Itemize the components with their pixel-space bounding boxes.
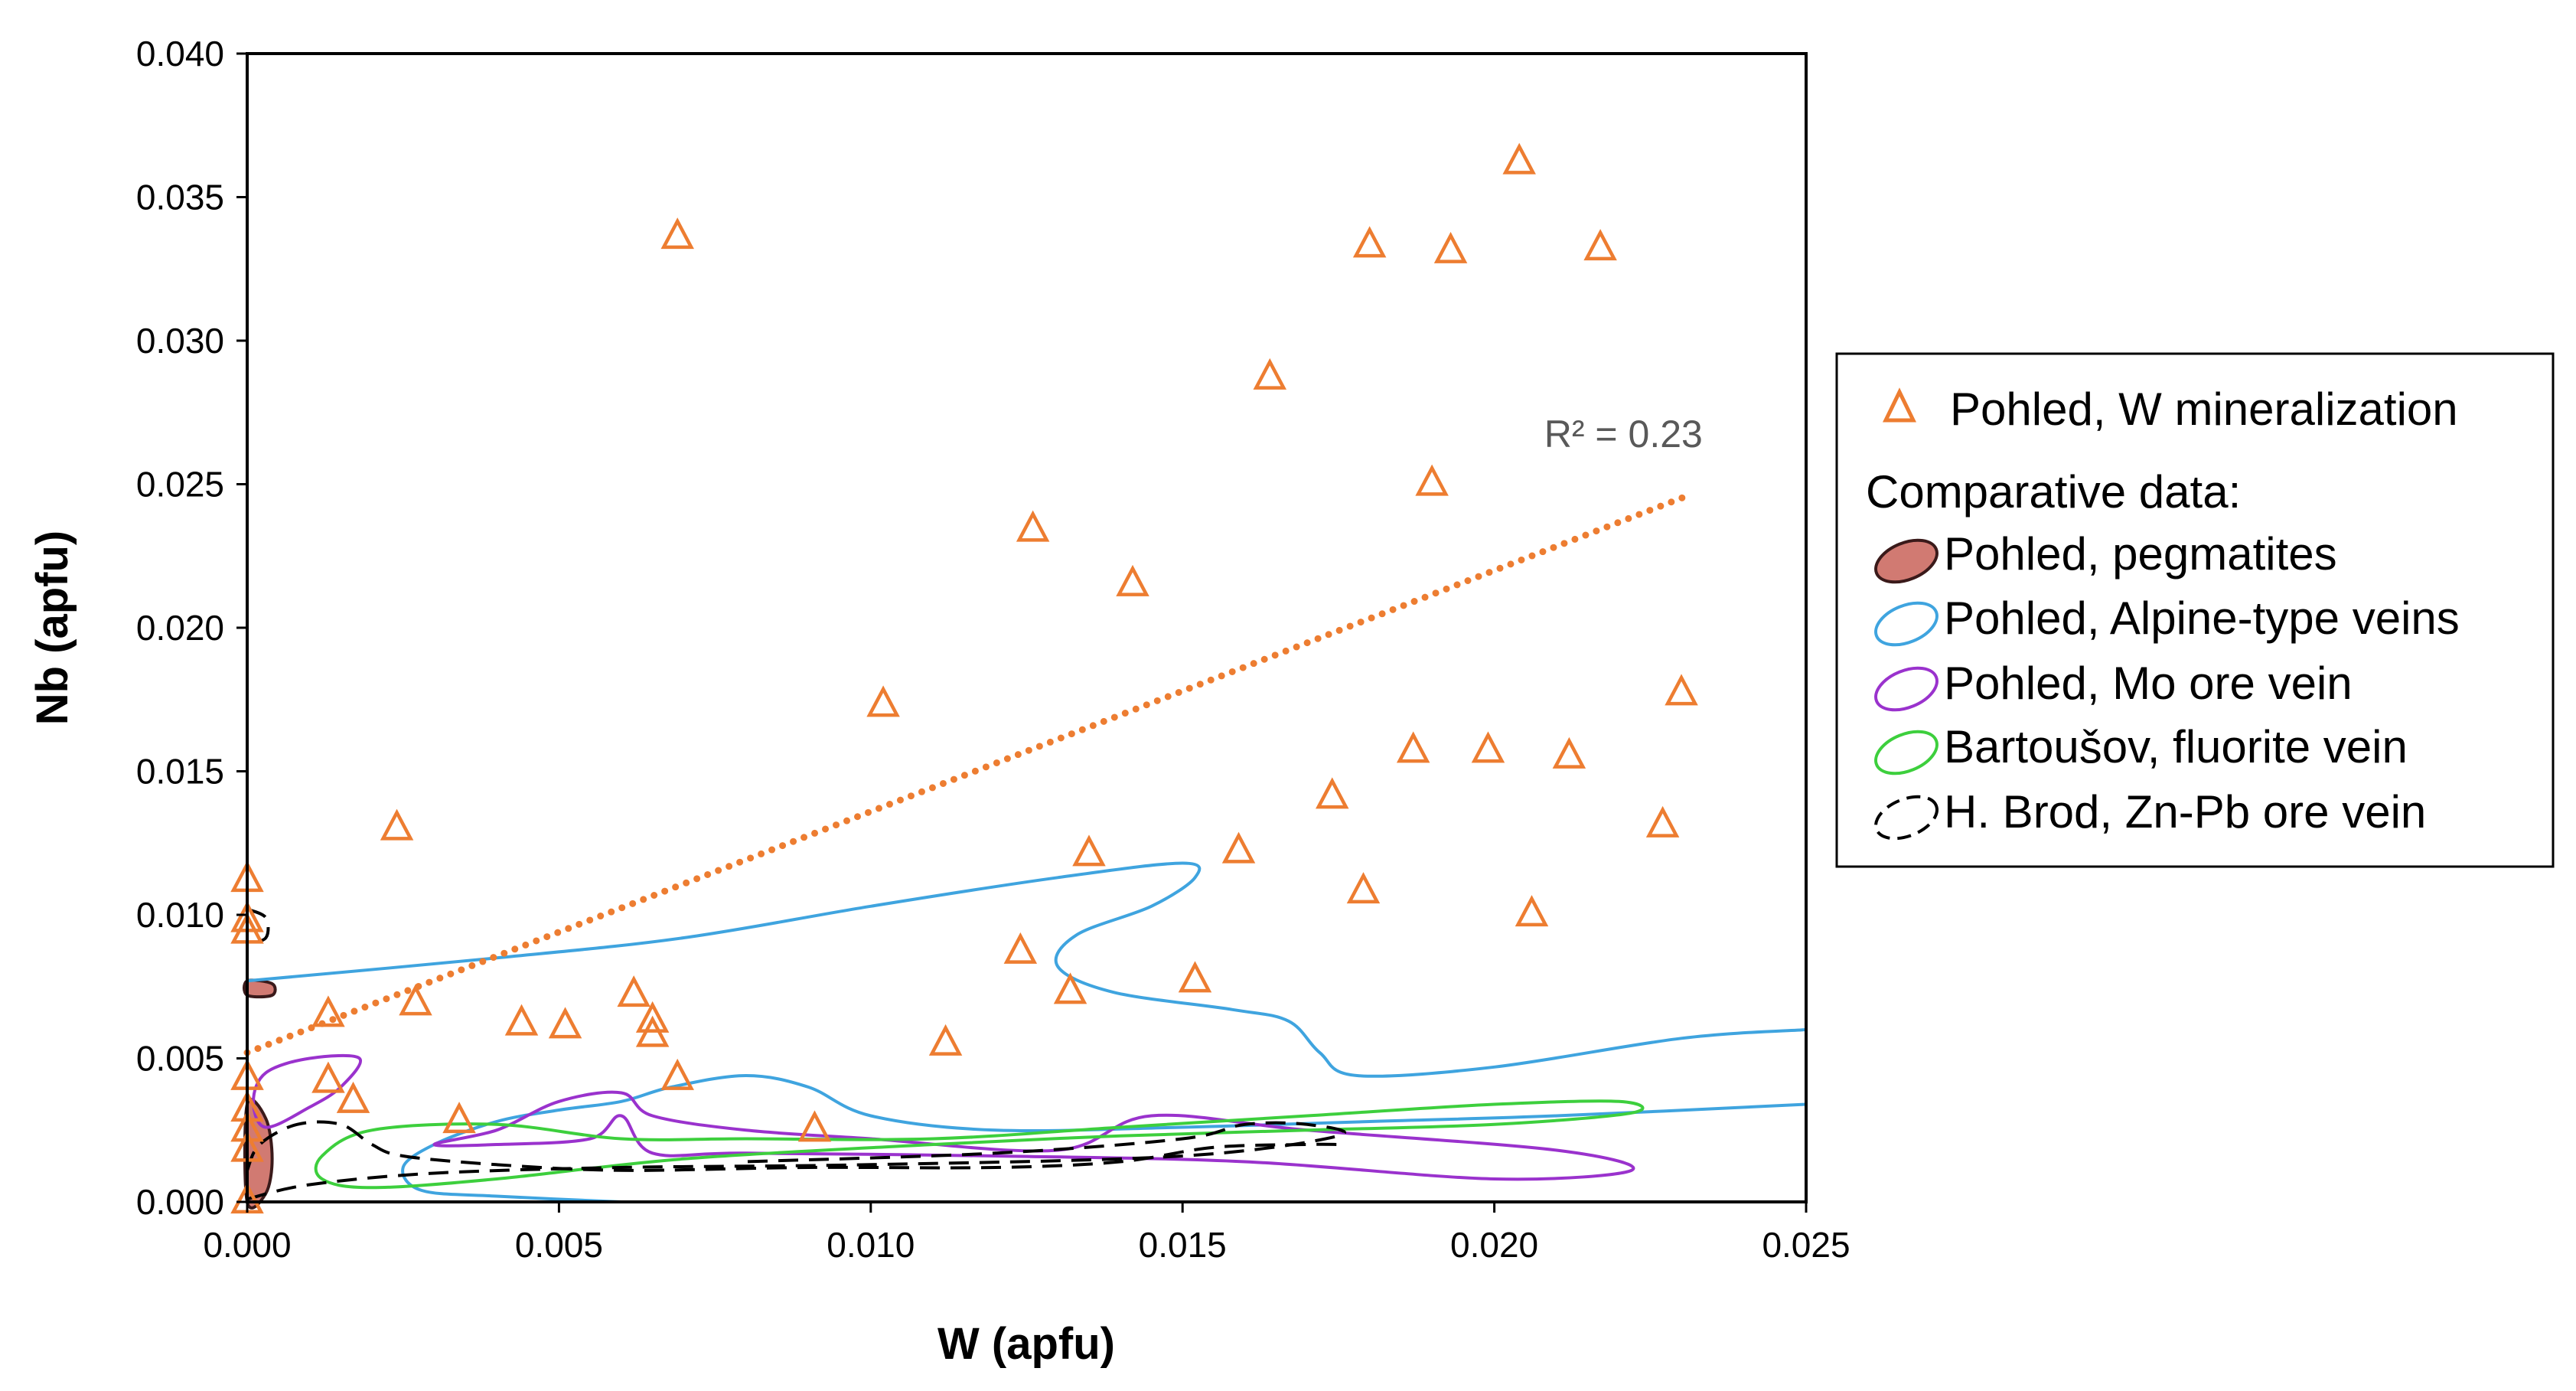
data-point-triangle: [1221, 831, 1256, 864]
legend-entry-zn-pb-vein: H. Brod, Zn-Pb ore vein: [1944, 786, 2426, 838]
x-tick-label: 0.015: [1139, 1225, 1227, 1265]
legend-entry-w-mineralization: Pohled, W mineralization: [1950, 384, 2458, 435]
legend-green-ellipse-icon: [1874, 730, 1939, 775]
data-point-triangle: [1583, 229, 1617, 261]
data-point-triangle: [617, 975, 651, 1007]
x-axis-title: W (apfu): [937, 1319, 1115, 1369]
data-point-triangle: [797, 1110, 832, 1142]
data-point-triangle: [866, 685, 900, 717]
y-tick-label: 0.025: [136, 465, 224, 504]
data-point-triangle: [548, 1007, 582, 1039]
y-tick-label: 0.010: [136, 895, 224, 935]
data-point-triangle: [928, 1024, 963, 1056]
legend-entry-fluorite-vein: Bartoušov, fluorite vein: [1944, 721, 2408, 772]
trendline: [243, 492, 1691, 1056]
field-h-brod-zn-pb-ore-vein: [246, 1121, 1347, 1201]
legend-dashed-ellipse-icon: [1874, 795, 1939, 841]
data-point-triangle: [635, 1001, 670, 1033]
data-point-triangle: [336, 1081, 370, 1113]
data-point-triangle: [1352, 226, 1387, 258]
data-point-triangle: [311, 995, 345, 1027]
data-point-triangle: [1253, 358, 1287, 390]
data-point-triangle: [1178, 961, 1212, 993]
legend-filled-ellipse-icon: [1874, 538, 1939, 584]
y-axis-title: Nb (apfu): [28, 531, 77, 726]
data-point-triangle: [1433, 231, 1468, 263]
data-point-triangle: [1072, 834, 1106, 867]
legend-entry-pegmatites: Pohled, pegmatites: [1944, 528, 2337, 580]
data-point-triangle: [1003, 932, 1038, 964]
data-point-triangle: [1346, 872, 1381, 904]
data-point-triangle: [1396, 731, 1430, 763]
legend-entry-mo-ore-vein: Pohled, Mo ore vein: [1944, 658, 2353, 709]
y-tick-label: 0.015: [136, 752, 224, 792]
data-point-triangle: [311, 1061, 345, 1093]
data-point-triangle: [1665, 674, 1698, 706]
legend-purple-ellipse-icon: [1874, 666, 1939, 712]
y-tick-label: 0.005: [136, 1039, 224, 1079]
field-pohled-alpine-type-veins: [401, 1073, 1807, 1203]
x-tick-label: 0.010: [827, 1225, 915, 1265]
data-point-triangle: [1116, 564, 1149, 596]
field-h-brod-zn-pb-ore-vein: [246, 1120, 1339, 1172]
y-tick-label: 0.000: [136, 1182, 224, 1222]
y-tick-label: 0.040: [136, 34, 224, 73]
y-tick-label: 0.020: [136, 608, 224, 648]
data-point-triangle: [1552, 736, 1586, 769]
trendline-group: [243, 492, 1691, 1056]
legend-entry-alpine-veins: Pohled, Alpine-type veins: [1944, 593, 2460, 644]
data-point-triangle: [1515, 895, 1549, 927]
x-tick-label: 0.025: [1762, 1225, 1850, 1265]
y-axis-ticks: 0.000 0.005 0.010 0.015 0.020 0.025 0.030 0.035…: [136, 34, 247, 1222]
r-squared-label: R² = 0.23: [1544, 413, 1703, 456]
data-point-triangle: [1645, 805, 1680, 838]
legend: Pohled, W mineralization Comparative dat…: [1835, 352, 2555, 868]
data-point-triangle: [1016, 510, 1050, 542]
data-point-triangle: [380, 808, 414, 841]
data-point-triangle: [1502, 142, 1536, 175]
field-bartou-ov-fluorite-vein: [314, 1099, 1645, 1190]
field-h-brod-zn-pb-ore-vein: [246, 907, 270, 945]
data-point-triangle: [442, 1102, 476, 1134]
y-tick-label: 0.030: [136, 321, 224, 361]
data-point-triangle: [1053, 972, 1087, 1004]
data-point-triangle: [660, 217, 694, 250]
x-axis-ticks: 0.000 0.005 0.010 0.015 0.020 0.025: [203, 1202, 1850, 1265]
legend-comparative-heading: Comparative data:: [1866, 466, 2241, 518]
y-tick-label: 0.035: [136, 178, 224, 217]
field-pohled-mo-ore-vein: [432, 1090, 1635, 1181]
data-point-triangle: [1471, 731, 1505, 763]
data-point-triangle: [660, 1058, 694, 1090]
x-tick-label: 0.020: [1450, 1225, 1538, 1265]
legend-triangle-icon: [1883, 387, 1916, 423]
field-pohled-pegmatites: [242, 978, 277, 999]
x-tick-label: 0.005: [515, 1225, 603, 1265]
data-point-triangle: [1316, 777, 1349, 809]
legend-frame: [1835, 352, 2555, 868]
data-point-triangle: [504, 1004, 539, 1036]
data-point-triangle: [399, 984, 432, 1016]
data-point-triangle: [1415, 464, 1449, 496]
legend-blue-ellipse-icon: [1874, 601, 1939, 647]
data-point-triangle: [635, 1015, 670, 1047]
field-pohled-alpine-type-veins: [246, 861, 1807, 1078]
x-tick-label: 0.000: [203, 1225, 291, 1265]
